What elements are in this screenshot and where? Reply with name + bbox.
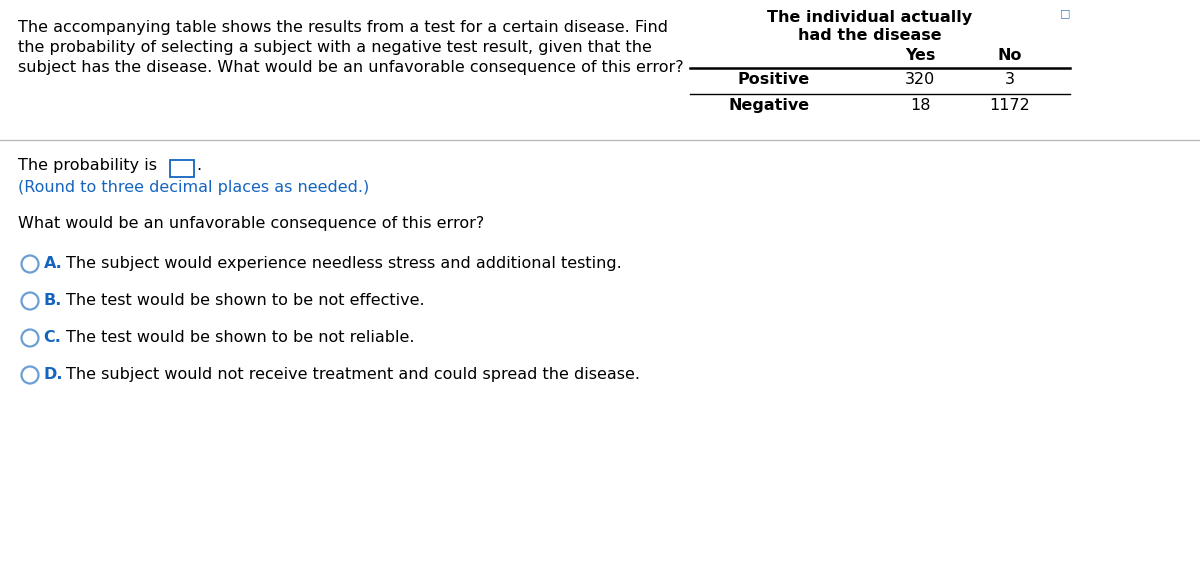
Text: 1172: 1172 bbox=[990, 98, 1031, 113]
Text: .: . bbox=[196, 158, 202, 173]
Text: Positive: Positive bbox=[738, 72, 810, 87]
Text: □: □ bbox=[1060, 8, 1070, 18]
Text: C.: C. bbox=[43, 330, 61, 345]
Text: The test would be shown to be not reliable.: The test would be shown to be not reliab… bbox=[66, 330, 415, 345]
Text: Yes: Yes bbox=[905, 48, 935, 63]
Text: No: No bbox=[997, 48, 1022, 63]
Circle shape bbox=[22, 366, 38, 384]
Text: The subject would experience needless stress and additional testing.: The subject would experience needless st… bbox=[66, 256, 623, 271]
Text: had the disease: had the disease bbox=[798, 28, 942, 43]
Text: A.: A. bbox=[43, 256, 62, 271]
Text: The accompanying table shows the results from a test for a certain disease. Find: The accompanying table shows the results… bbox=[18, 20, 668, 35]
FancyBboxPatch shape bbox=[170, 160, 194, 177]
Text: 18: 18 bbox=[910, 98, 930, 113]
Circle shape bbox=[22, 329, 38, 347]
Text: The subject would not receive treatment and could spread the disease.: The subject would not receive treatment … bbox=[66, 367, 641, 382]
Text: (Round to three decimal places as needed.): (Round to three decimal places as needed… bbox=[18, 180, 370, 195]
Text: The individual actually: The individual actually bbox=[768, 10, 972, 25]
Text: The test would be shown to be not effective.: The test would be shown to be not effect… bbox=[66, 293, 425, 308]
Text: Negative: Negative bbox=[728, 98, 810, 113]
Text: B.: B. bbox=[43, 293, 62, 308]
Text: D.: D. bbox=[43, 367, 64, 382]
Circle shape bbox=[22, 256, 38, 272]
Text: subject has the disease. What would be an unfavorable consequence of this error?: subject has the disease. What would be a… bbox=[18, 60, 684, 75]
Text: What would be an unfavorable consequence of this error?: What would be an unfavorable consequence… bbox=[18, 216, 485, 231]
Text: the probability of selecting a subject with a negative test result, given that t: the probability of selecting a subject w… bbox=[18, 40, 652, 55]
Circle shape bbox=[22, 293, 38, 309]
Text: 320: 320 bbox=[905, 72, 935, 87]
Text: 3: 3 bbox=[1006, 72, 1015, 87]
Text: The probability is: The probability is bbox=[18, 158, 157, 173]
